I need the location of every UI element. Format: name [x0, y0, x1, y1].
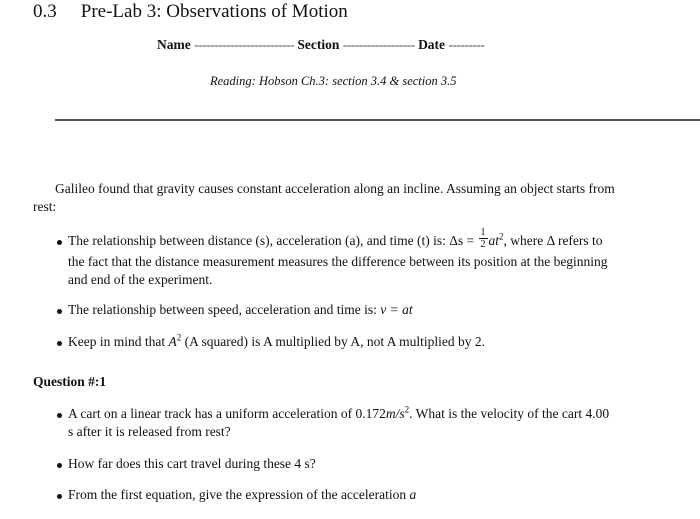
date-blank: ---------: [448, 37, 485, 52]
intro-line-2: rest:: [33, 199, 57, 214]
unit: m/s: [385, 406, 405, 421]
variable: a: [409, 487, 417, 502]
formula: v = at: [380, 302, 413, 317]
bullet-1-line-1: The relationship between distance (s), a…: [68, 228, 603, 250]
formula: at: [488, 233, 500, 248]
fraction-denominator: 2: [480, 239, 486, 250]
bullet-icon: [57, 463, 62, 468]
bullet-3: Keep in mind that A2 (A squared) is A mu…: [68, 332, 485, 350]
bullet-icon: [57, 413, 62, 418]
bullet-icon: [57, 240, 62, 245]
section-label: Section: [297, 37, 340, 52]
question-title: Question #:1: [33, 374, 107, 389]
exponent: 2: [499, 231, 504, 242]
date-label: Date: [418, 37, 446, 52]
variable: A: [168, 334, 177, 349]
question-1-line-1: A cart on a linear track has a uniform a…: [68, 404, 610, 422]
bullet-2-text: The relationship between speed, accelera…: [68, 302, 377, 317]
bullet-icon: [57, 494, 62, 499]
name-blank: -------------------------: [194, 37, 295, 52]
intro-line-1: Galileo found that gravity causes consta…: [55, 181, 615, 196]
divider: [55, 119, 700, 121]
bullet-icon: [57, 341, 62, 346]
bullet-3-text: Keep in mind that: [68, 334, 166, 349]
question-1-line-2: s after it is released from rest?: [68, 424, 231, 439]
bullet-2: The relationship between speed, accelera…: [68, 302, 413, 318]
question-3: From the first equation, give the expres…: [68, 487, 416, 503]
bullet-icon: [57, 309, 62, 314]
bullet-1-text: The relationship between distance (s), a…: [68, 233, 475, 248]
question-1-text-post: . What is the velocity of the cart 4.00: [409, 406, 610, 421]
section-blank: ------------------: [342, 37, 415, 52]
exponent: 2: [176, 332, 182, 343]
question-3-text: From the first equation, give the expres…: [68, 487, 407, 502]
section-number: 0.3: [33, 1, 57, 22]
bullet-1-line-2: the fact that the distance measurement m…: [68, 254, 608, 269]
bullet-3-text-post: (A squared) is A multiplied by A, not A …: [184, 334, 485, 349]
question-2: How far does this cart travel during the…: [68, 456, 316, 471]
section-title: Pre-Lab 3: Observations of Motion: [80, 1, 348, 22]
bullet-1-line-3: and end of the experiment.: [68, 272, 213, 287]
student-info-form: Name ------------------------- Section -…: [157, 37, 485, 53]
fraction-numerator: 1: [478, 227, 488, 239]
name-label: Name: [157, 37, 191, 52]
section-heading: 0.3 Pre-Lab 3: Observations of Motion: [33, 1, 348, 23]
reading-assignment: Reading: Hobson Ch.3: section 3.4 & sect…: [210, 74, 457, 88]
question-1-text: A cart on a linear track has a uniform a…: [68, 406, 386, 421]
exponent: 2: [404, 404, 410, 415]
bullet-1-text-post: , where Δ refers to: [503, 233, 603, 248]
